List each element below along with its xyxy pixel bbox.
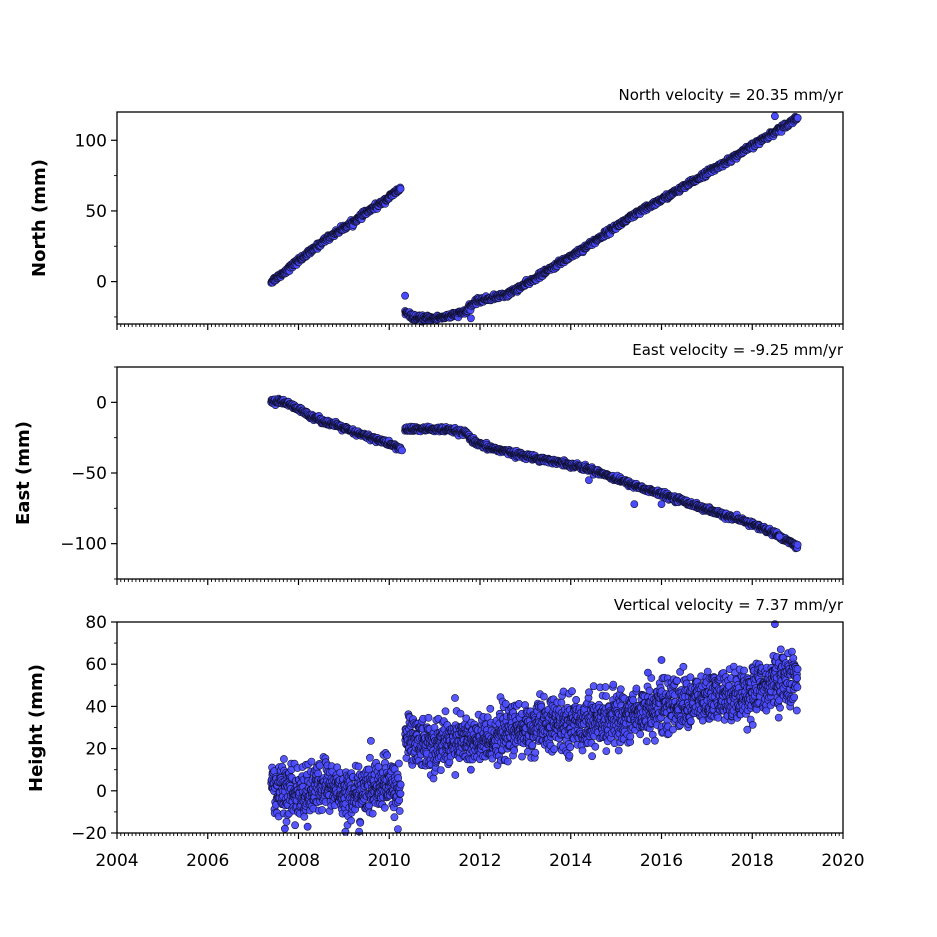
data-point <box>429 774 438 783</box>
data-point <box>393 825 402 833</box>
data-point <box>394 759 403 768</box>
data-point <box>588 752 596 761</box>
data-point <box>396 789 405 798</box>
data-point <box>451 694 459 702</box>
data-point <box>793 540 802 549</box>
data-point <box>300 812 309 821</box>
data-point <box>636 730 645 739</box>
data-point <box>686 717 695 725</box>
data-point <box>368 809 377 818</box>
data-point <box>510 746 519 755</box>
data-point <box>307 757 316 766</box>
outlier-point <box>398 446 406 455</box>
data-point <box>589 682 598 691</box>
data-point <box>291 821 299 830</box>
data-point <box>383 751 391 760</box>
data-point <box>436 766 445 774</box>
data-point <box>602 747 611 755</box>
data-point <box>642 737 651 746</box>
data-point <box>609 680 618 689</box>
data-point <box>566 743 575 752</box>
data-point <box>503 757 512 766</box>
outlier-point <box>401 291 409 300</box>
outlier-point <box>657 500 666 508</box>
data-point <box>396 184 405 193</box>
data-point <box>279 755 288 763</box>
data-point <box>565 751 574 760</box>
outlier-point <box>630 500 639 508</box>
data-point <box>673 676 681 685</box>
data-point <box>531 748 540 757</box>
data-point <box>614 746 623 755</box>
data-point <box>601 683 610 691</box>
data-point <box>568 687 576 696</box>
data-point <box>651 736 659 745</box>
data-point <box>354 762 363 771</box>
data-point <box>703 667 712 676</box>
data-point <box>602 692 610 700</box>
outlier-point <box>775 532 784 541</box>
data-point <box>456 709 465 718</box>
data-point <box>645 686 654 695</box>
data-point <box>424 713 433 722</box>
outlier-point <box>585 476 593 484</box>
data-point <box>282 817 291 826</box>
data-point <box>578 746 587 755</box>
outlier-point <box>466 314 475 323</box>
data-point <box>793 114 802 122</box>
data-point <box>632 684 641 693</box>
data-point <box>572 696 580 704</box>
data-point <box>616 685 625 694</box>
data-point <box>318 806 326 814</box>
data-point <box>396 780 405 789</box>
data-point <box>451 771 460 779</box>
data-point <box>486 704 495 713</box>
data-point <box>395 807 404 815</box>
data-point <box>679 662 688 671</box>
data-points-layer <box>267 112 802 836</box>
data-point <box>591 742 600 751</box>
data-point <box>356 818 365 827</box>
data-point <box>528 741 537 750</box>
data-point <box>365 753 374 762</box>
data-point <box>550 745 559 754</box>
data-point <box>390 813 399 822</box>
data-point <box>380 803 389 812</box>
data-point <box>585 688 593 697</box>
data-point <box>347 816 355 825</box>
data-point <box>540 692 548 701</box>
outlier-point <box>771 112 779 121</box>
data-point <box>441 707 450 716</box>
data-point <box>626 732 635 741</box>
data-point <box>366 737 375 745</box>
data-point <box>518 752 526 761</box>
data-point <box>557 698 566 707</box>
